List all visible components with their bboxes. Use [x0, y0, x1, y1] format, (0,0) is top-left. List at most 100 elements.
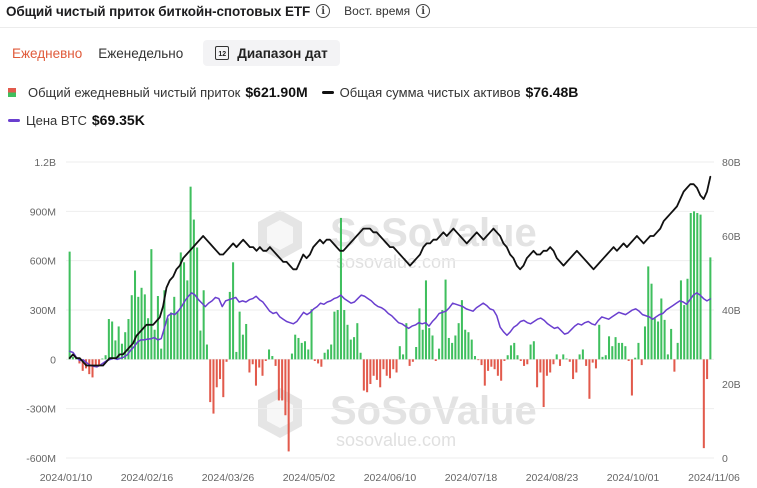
outflow-bar [219, 359, 222, 380]
inflow-bar [647, 266, 650, 360]
inflow-bar [438, 348, 441, 360]
outflow-bar [630, 359, 633, 396]
series-lines [68, 175, 712, 368]
y-left-tick-label: -300M [26, 404, 56, 416]
inflow-bar [565, 358, 568, 360]
outflow-bar [277, 359, 280, 401]
outflow-bar [575, 359, 578, 373]
inflow-bar [611, 346, 614, 360]
y-left-tick-label: 300M [30, 305, 56, 317]
inflow-bar [127, 319, 130, 360]
outflow-bar [477, 359, 480, 361]
inflow-bar [529, 344, 532, 360]
inflow-bar [310, 309, 313, 360]
outflow-bar [261, 359, 264, 376]
y-left-tick-label: -600M [26, 453, 56, 465]
outflow-bar [81, 359, 84, 371]
inflow-bar [71, 356, 74, 360]
inflow-bar [120, 343, 123, 360]
inflow-bar [205, 344, 208, 360]
inflow-bar [297, 337, 300, 360]
inflow-bar [339, 217, 342, 360]
outflow-bar [225, 359, 228, 362]
inflow-bar [346, 324, 349, 360]
outflow-bar [493, 359, 496, 370]
watermarks: SoSoValue sosovalue.com SoSoValue sosova… [258, 210, 537, 450]
date-range-button[interactable]: 12 Диапазон дат [203, 40, 340, 66]
outflow-bar [222, 359, 225, 398]
info-icon[interactable]: i [316, 4, 331, 18]
legend-price-value: $69.35K [91, 112, 145, 128]
outflow-bar [487, 359, 490, 371]
inflow-bar [604, 355, 607, 360]
outflow-bar [320, 359, 323, 367]
inflow-bar [192, 219, 195, 360]
outflow-bar [212, 359, 215, 414]
inflow-bar [238, 311, 241, 360]
inflow-bar [111, 321, 114, 360]
outflow-bar [558, 359, 562, 366]
inflow-bar [196, 247, 199, 360]
inflow-bar [415, 347, 418, 360]
outflow-bar [640, 359, 643, 366]
inflow-bar [617, 342, 620, 360]
x-tick-label: 2024/01/10 [40, 472, 93, 484]
outflow-bar [545, 359, 548, 376]
net-assets-line [68, 175, 712, 367]
inflow-bar [107, 319, 110, 360]
inflow-bar [451, 342, 454, 360]
inflow-bar [300, 342, 303, 360]
inflow-bar [513, 342, 516, 360]
inflow-bar [467, 332, 470, 360]
inflow-bar [398, 346, 401, 360]
y-right-tick-label: 20B [722, 379, 741, 391]
outflow-bar [594, 359, 597, 369]
inflow-bar [271, 356, 274, 360]
inflow-bar [601, 356, 604, 360]
outflow-bar [88, 359, 91, 375]
outflow-bar [591, 359, 594, 363]
outflow-bar [366, 359, 369, 393]
inflow-bar [555, 354, 558, 360]
timezone-info-icon[interactable]: i [416, 4, 431, 18]
outflow-bar [287, 359, 290, 452]
outflow-bar [362, 359, 365, 391]
x-tick-label: 2024/08/23 [526, 472, 579, 484]
outflow-bar [434, 359, 437, 361]
inflow-bar [183, 262, 186, 360]
inflow-bar [454, 335, 457, 360]
tab-daily[interactable]: Ежедневно [12, 45, 83, 61]
inflow-bar [176, 311, 179, 360]
outflow-bar [539, 359, 542, 373]
outflow-bar [379, 359, 382, 388]
inflow-bar [290, 353, 293, 360]
outflow-bar [588, 359, 591, 399]
inflow-bar [137, 296, 140, 360]
inflow-bar [428, 328, 431, 360]
inflow-bar [473, 356, 477, 360]
x-tick-label: 2024/05/02 [283, 472, 336, 484]
inflow-bar [614, 337, 617, 360]
inflow-bar [470, 339, 473, 360]
legend-price-swatch [8, 118, 20, 122]
inflow-bar [333, 311, 336, 360]
inflow-bar [421, 329, 424, 360]
inflow-bar [663, 319, 666, 360]
outflow-bar [313, 359, 316, 361]
outflow-bar [369, 359, 372, 384]
inflow-bar [232, 262, 235, 360]
watermark-brand-top: SoSoValue [330, 211, 537, 255]
legend-inflow-swatch [8, 87, 16, 97]
etf-flow-chart[interactable]: SoSoValue sosovalue.com SoSoValue sosova… [0, 140, 757, 488]
inflow-bar [418, 308, 421, 360]
tab-weekly[interactable]: Еженедельно [98, 45, 184, 61]
outflow-bar [585, 359, 588, 366]
outflow-bar [258, 359, 261, 368]
x-tick-label: 2024/06/10 [364, 472, 417, 484]
inflow-bar [160, 348, 163, 360]
inflow-bar [228, 291, 231, 360]
inflow-bar [199, 330, 202, 360]
inflow-bar [464, 329, 467, 360]
inflow-bar [441, 310, 444, 360]
inflow-bar [460, 300, 463, 360]
